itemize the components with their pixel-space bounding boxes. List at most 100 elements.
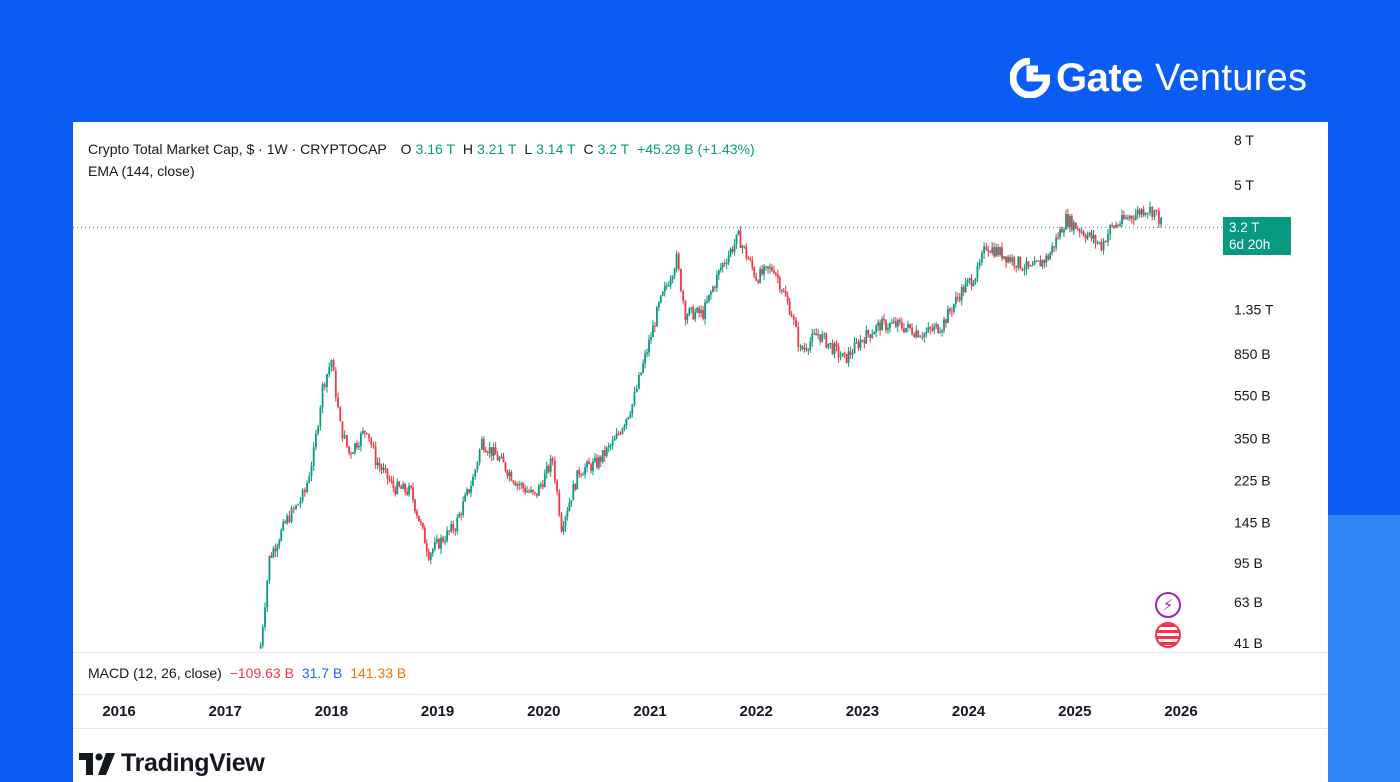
candle-body <box>280 529 283 541</box>
candle-body <box>625 418 628 426</box>
candle-body <box>889 323 891 329</box>
candle-body <box>510 472 513 481</box>
candle-body <box>805 347 808 350</box>
candle-body <box>512 480 515 483</box>
macd-label[interactable]: MACD (12, 26, close) <box>88 665 222 681</box>
candle-body <box>537 485 540 496</box>
x-tick-label: 2024 <box>951 703 986 720</box>
candle-body <box>831 343 834 354</box>
candle-body <box>652 325 654 338</box>
candle-body <box>278 540 281 546</box>
candle-body <box>696 307 699 313</box>
candle-body <box>1078 229 1081 233</box>
x-tick-label: 2017 <box>208 703 242 720</box>
y-tick-label: 350 B <box>1234 430 1271 446</box>
candle-body <box>343 435 346 439</box>
candle-body <box>425 543 428 552</box>
candle-body <box>1084 235 1087 239</box>
candle-body <box>556 480 558 492</box>
y-tick-label: 63 B <box>1234 594 1263 610</box>
x-tick-label: 2023 <box>845 703 880 720</box>
candle-body <box>1100 242 1103 251</box>
macd-pane[interactable]: MACD (12, 26, close) −109.63 B 31.7 B 14… <box>73 652 1328 695</box>
candle-body <box>518 483 521 485</box>
candle-body <box>743 246 746 248</box>
candle-body <box>774 273 777 275</box>
candle-body <box>448 530 451 532</box>
candle-body <box>905 327 907 333</box>
indicator-legend[interactable]: EMA (144, close) <box>88 163 195 179</box>
candle-body <box>421 522 424 528</box>
candle-body <box>815 333 818 336</box>
candle-body <box>741 246 744 248</box>
candle-body <box>950 311 953 313</box>
candle-body <box>261 626 264 646</box>
candle-body <box>1009 256 1012 262</box>
candle-body <box>688 308 691 316</box>
time-axis[interactable]: 2016 2017 2018 2019 2020 2021 2022 2023 2024 2025… <box>73 694 1328 729</box>
symbol-label[interactable]: Crypto Total Market Cap, $ · 1W · CRYPTO… <box>88 141 387 157</box>
candle-body <box>396 481 399 494</box>
candle-body <box>558 491 561 515</box>
candle-body <box>1051 246 1054 253</box>
candle-body <box>570 500 573 503</box>
candle-body <box>474 469 477 478</box>
candle-body <box>1128 216 1131 219</box>
candle-body <box>348 446 350 454</box>
candle-body <box>303 489 306 492</box>
candle-body <box>851 353 854 355</box>
background-accent <box>1325 515 1400 782</box>
candle-body <box>444 541 446 543</box>
candle-body <box>1013 257 1016 266</box>
candle-body <box>553 460 556 481</box>
candle-body <box>698 307 701 314</box>
candle-body <box>929 327 932 329</box>
candle-body <box>564 517 567 527</box>
tradingview-logo-icon <box>79 752 115 775</box>
flash-alert-icon[interactable]: ⚡ <box>1155 592 1181 618</box>
candle-body <box>406 491 409 495</box>
candle-body <box>603 450 606 456</box>
candle-body <box>885 320 887 330</box>
candle-body <box>857 342 860 348</box>
candle-body <box>1123 214 1125 219</box>
brand-suffix: Ventures <box>1154 56 1308 99</box>
candle-body <box>458 513 461 518</box>
candle-body <box>295 505 297 509</box>
candle-body <box>627 417 630 419</box>
candle-body <box>786 296 789 302</box>
candle-body <box>807 349 810 351</box>
candle-body <box>686 315 689 321</box>
candle-body <box>361 430 364 434</box>
candle-body <box>306 482 308 492</box>
candle-body <box>835 343 838 347</box>
candle-body <box>1104 240 1107 243</box>
candle-body <box>646 352 648 354</box>
candle-body <box>871 334 874 338</box>
candle-body <box>657 302 660 308</box>
x-tick-label: 2026 <box>1164 703 1198 720</box>
high-label: H <box>462 141 473 157</box>
candle-body <box>667 285 670 287</box>
candle-body <box>1039 260 1042 267</box>
y-tick-label: 145 B <box>1234 515 1271 531</box>
candle-body <box>1059 228 1061 238</box>
candle-body <box>576 470 579 490</box>
candle-body <box>648 339 650 353</box>
candle-body <box>1132 218 1135 220</box>
candle-body <box>514 482 517 486</box>
candle-body <box>433 541 436 550</box>
us-flag-icon[interactable] <box>1155 622 1181 648</box>
ema-label[interactable]: EMA (144, close) <box>88 163 195 179</box>
candle-body <box>472 477 474 486</box>
candle-body <box>771 267 773 271</box>
gate-logo-icon <box>1010 58 1050 98</box>
candle-body <box>1037 260 1040 262</box>
candle-body <box>611 440 614 446</box>
candle-body <box>1155 209 1158 212</box>
candle-body <box>780 289 783 292</box>
candle-body <box>755 276 758 281</box>
candle-body <box>739 230 742 248</box>
